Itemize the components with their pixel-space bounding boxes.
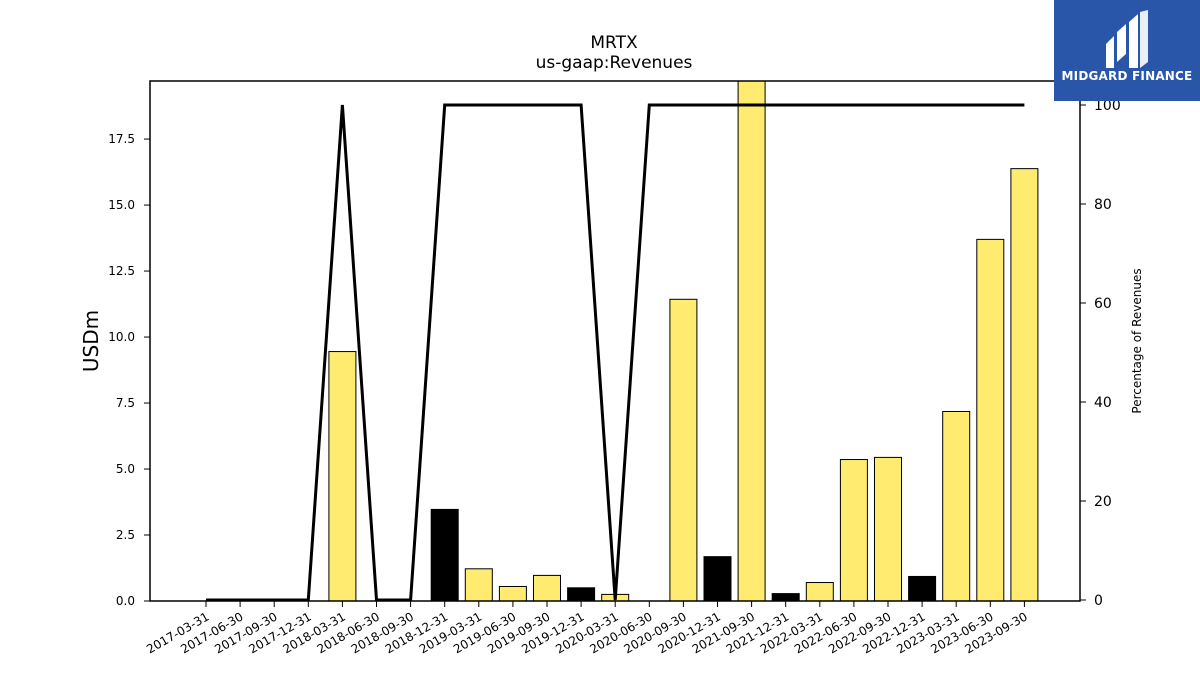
- bar-2019-09-30: [533, 574, 561, 602]
- bar-2019-12-31: [567, 587, 596, 602]
- y-tick-label: 17.5: [108, 132, 135, 146]
- y-tick-label: 15.0: [108, 198, 135, 212]
- y2-tick-label: 0: [1094, 593, 1103, 609]
- bar-2021-12-31: [771, 593, 800, 602]
- bar-2022-03-31: [805, 582, 834, 602]
- y2-tick-label: 100: [1094, 98, 1121, 114]
- bar-2023-06-30: [976, 238, 1005, 602]
- logo-mark-icon: [1106, 10, 1148, 68]
- y-tick-label: 5.0: [116, 462, 135, 476]
- y-tick-label: 2.5: [116, 528, 135, 542]
- bar-2023-09-30: [1010, 168, 1039, 602]
- left-axis: 0.0 2.5 5.0 7.5 10.0 12.5 15.0 17.5: [108, 132, 150, 608]
- y2-tick-label: 40: [1094, 395, 1112, 411]
- right-axis: 0 20 40 60 80 100: [1080, 98, 1121, 609]
- line-layer: [206, 103, 1025, 602]
- bar-2022-09-30: [874, 456, 902, 602]
- y-tick-label: 12.5: [108, 264, 135, 278]
- bar-2019-06-30: [498, 585, 527, 602]
- bar-2018-12-31: [430, 508, 459, 602]
- y2-tick-label: 60: [1094, 296, 1112, 312]
- bar-2018-03-31: [328, 351, 357, 602]
- y-tick-label: 7.5: [116, 396, 135, 410]
- y-tick-label: 10.0: [108, 330, 135, 344]
- bar-2021-09-30: [737, 80, 766, 602]
- y2-tick-label: 80: [1094, 197, 1112, 213]
- y-tick-label: 0.0: [116, 594, 135, 608]
- y2-tick-label: 20: [1094, 494, 1112, 510]
- chart-title: MRTX: [590, 33, 638, 53]
- bar-2019-03-31: [464, 568, 493, 602]
- y-axis-label: USDm: [79, 310, 103, 372]
- bar-2023-03-31: [942, 410, 971, 602]
- bars-layer: [328, 80, 1039, 602]
- bar-2020-12-31: [703, 556, 732, 602]
- logo: MIDGARD FINANCE: [1054, 0, 1200, 101]
- x-axis: 2017-03-312017-06-302017-09-302017-12-31…: [144, 601, 1030, 656]
- logo-text: MIDGARD FINANCE: [1061, 69, 1193, 83]
- bar-2022-06-30: [839, 459, 868, 602]
- plot-frame: [149, 80, 1081, 602]
- bar-2022-12-31: [908, 575, 937, 602]
- y2-axis-label: Percentage of Revenues: [1130, 268, 1144, 413]
- bar-2020-09-30: [669, 298, 698, 602]
- chart-subtitle: us-gaap:Revenues: [536, 53, 693, 73]
- percentage-line: [206, 103, 1025, 602]
